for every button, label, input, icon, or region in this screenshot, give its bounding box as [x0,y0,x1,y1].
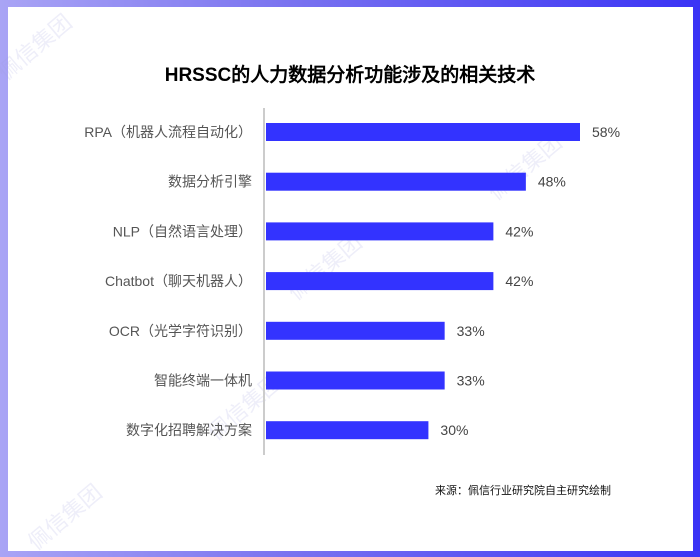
bar [266,123,580,141]
category-label: 数字化招聘解决方案 [126,422,252,438]
data-label: 30% [440,422,468,438]
category-label: 数据分析引擎 [168,174,252,190]
bar [266,272,494,291]
category-label: Chatbot（聊天机器人） [105,273,252,289]
bar [266,421,429,440]
data-label: 58% [592,124,620,140]
bar [266,371,445,390]
data-label: 48% [538,174,566,190]
bar [266,172,526,191]
data-label: 33% [457,323,485,339]
category-label: NLP（自然语言处理） [113,223,252,239]
category-label: OCR（光学字符识别） [109,323,252,339]
source-note: 来源：佩信行业研究院自主研究绘制 [435,485,611,497]
data-label: 42% [505,223,533,239]
category-label: RPA（机器人流程自动化） [84,124,252,140]
data-label: 33% [457,373,485,389]
chart-title: HRSSC的人力数据分析功能涉及的相关技术 [164,65,536,86]
bar [266,321,445,340]
category-label: 智能终端一体机 [154,373,252,389]
data-label: 42% [505,273,533,289]
bar [266,222,494,241]
